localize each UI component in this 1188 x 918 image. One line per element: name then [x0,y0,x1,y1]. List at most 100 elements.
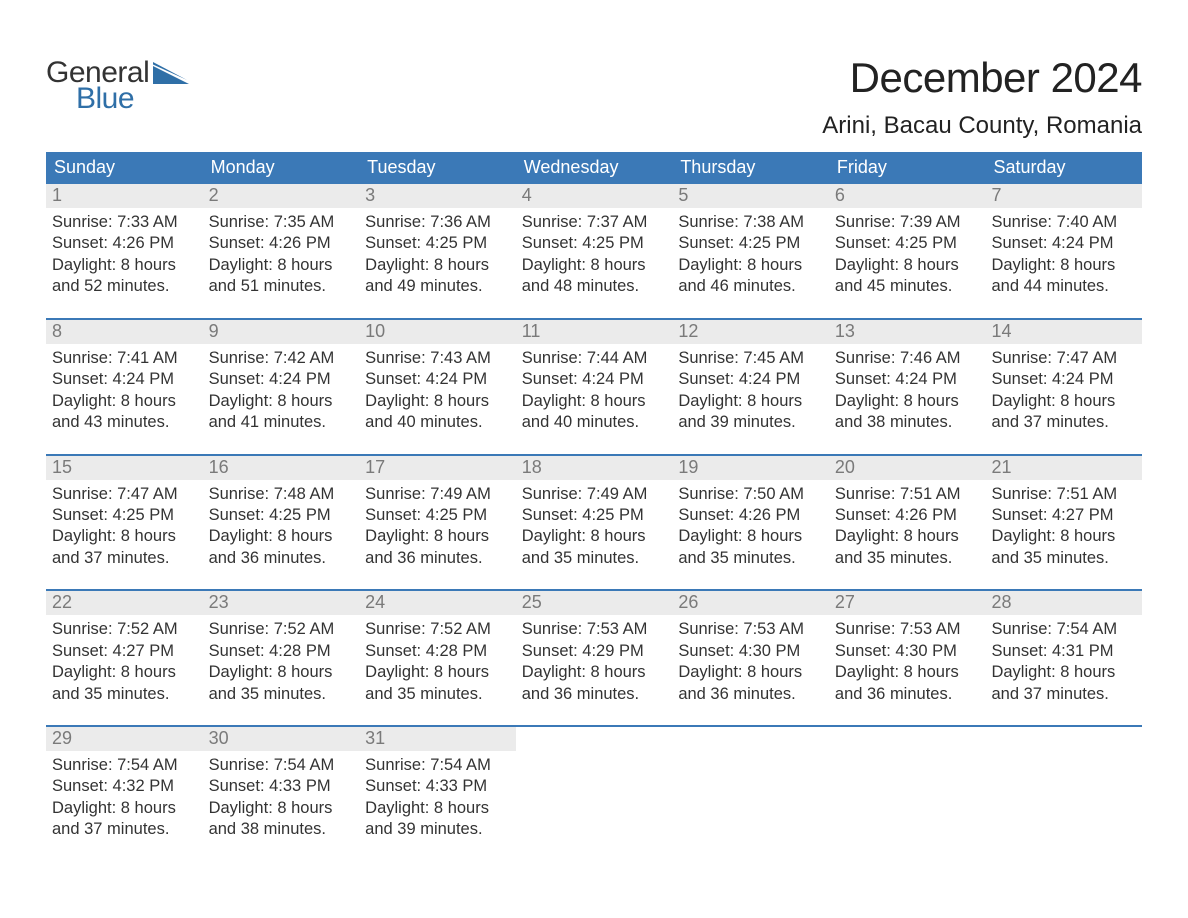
detail-day2: and 37 minutes. [52,819,197,840]
day-details: Sunrise: 7:49 AMSunset: 4:25 PMDaylight:… [516,480,673,570]
week-row: 8Sunrise: 7:41 AMSunset: 4:24 PMDaylight… [46,318,1142,454]
day-number: 31 [359,727,516,751]
day-number [516,727,673,730]
detail-sunset: Sunset: 4:27 PM [52,641,197,662]
calendar-cell: 21Sunrise: 7:51 AMSunset: 4:27 PMDayligh… [985,456,1142,590]
detail-sunset: Sunset: 4:32 PM [52,776,197,797]
detail-day1: Daylight: 8 hours [209,255,354,276]
detail-day1: Daylight: 8 hours [835,391,980,412]
detail-day1: Daylight: 8 hours [209,662,354,683]
detail-sunset: Sunset: 4:25 PM [365,505,510,526]
dow-sunday: Sunday [46,152,203,184]
day-number: 18 [516,456,673,480]
day-details: Sunrise: 7:47 AMSunset: 4:24 PMDaylight:… [985,344,1142,434]
day-details: Sunrise: 7:53 AMSunset: 4:29 PMDaylight:… [516,615,673,705]
calendar-cell: 15Sunrise: 7:47 AMSunset: 4:25 PMDayligh… [46,456,203,590]
calendar-cell: 20Sunrise: 7:51 AMSunset: 4:26 PMDayligh… [829,456,986,590]
detail-day1: Daylight: 8 hours [365,526,510,547]
detail-day1: Daylight: 8 hours [678,526,823,547]
calendar-cell-empty [516,727,673,861]
detail-day2: and 35 minutes. [209,684,354,705]
detail-day2: and 39 minutes. [365,819,510,840]
detail-day2: and 36 minutes. [835,684,980,705]
detail-day2: and 40 minutes. [522,412,667,433]
day-details: Sunrise: 7:41 AMSunset: 4:24 PMDaylight:… [46,344,203,434]
day-number: 25 [516,591,673,615]
day-number: 21 [985,456,1142,480]
detail-sunrise: Sunrise: 7:43 AM [365,348,510,369]
detail-sunrise: Sunrise: 7:53 AM [835,619,980,640]
detail-day1: Daylight: 8 hours [991,526,1136,547]
detail-sunrise: Sunrise: 7:54 AM [52,755,197,776]
detail-sunrise: Sunrise: 7:54 AM [991,619,1136,640]
day-number: 26 [672,591,829,615]
detail-sunset: Sunset: 4:24 PM [678,369,823,390]
detail-day1: Daylight: 8 hours [835,255,980,276]
calendar-cell: 6Sunrise: 7:39 AMSunset: 4:25 PMDaylight… [829,184,986,318]
day-number: 12 [672,320,829,344]
detail-day1: Daylight: 8 hours [522,526,667,547]
detail-sunset: Sunset: 4:25 PM [835,233,980,254]
calendar-cell-empty [829,727,986,861]
detail-sunrise: Sunrise: 7:49 AM [365,484,510,505]
day-details: Sunrise: 7:53 AMSunset: 4:30 PMDaylight:… [672,615,829,705]
detail-day1: Daylight: 8 hours [522,255,667,276]
detail-sunset: Sunset: 4:25 PM [522,505,667,526]
location: Arini, Bacau County, Romania [822,112,1142,140]
week-row: 29Sunrise: 7:54 AMSunset: 4:32 PMDayligh… [46,725,1142,861]
week-row: 22Sunrise: 7:52 AMSunset: 4:27 PMDayligh… [46,589,1142,725]
calendar-cell: 1Sunrise: 7:33 AMSunset: 4:26 PMDaylight… [46,184,203,318]
detail-day2: and 39 minutes. [678,412,823,433]
detail-sunset: Sunset: 4:25 PM [52,505,197,526]
detail-sunset: Sunset: 4:30 PM [678,641,823,662]
detail-sunset: Sunset: 4:33 PM [209,776,354,797]
day-number [829,727,986,730]
detail-day2: and 52 minutes. [52,276,197,297]
detail-day2: and 44 minutes. [991,276,1136,297]
day-number: 4 [516,184,673,208]
day-number: 8 [46,320,203,344]
detail-sunset: Sunset: 4:24 PM [991,233,1136,254]
detail-sunrise: Sunrise: 7:38 AM [678,212,823,233]
page: General Blue December 2024 Arini, Bacau … [0,0,1188,861]
detail-sunset: Sunset: 4:24 PM [522,369,667,390]
detail-day2: and 37 minutes. [52,548,197,569]
day-number: 16 [203,456,360,480]
detail-sunset: Sunset: 4:25 PM [522,233,667,254]
detail-sunrise: Sunrise: 7:35 AM [209,212,354,233]
day-details: Sunrise: 7:54 AMSunset: 4:33 PMDaylight:… [359,751,516,841]
detail-day2: and 45 minutes. [835,276,980,297]
detail-day1: Daylight: 8 hours [52,255,197,276]
dow-monday: Monday [203,152,360,184]
day-details: Sunrise: 7:36 AMSunset: 4:25 PMDaylight:… [359,208,516,298]
detail-sunrise: Sunrise: 7:46 AM [835,348,980,369]
detail-sunset: Sunset: 4:26 PM [209,233,354,254]
detail-day2: and 37 minutes. [991,412,1136,433]
day-details: Sunrise: 7:43 AMSunset: 4:24 PMDaylight:… [359,344,516,434]
detail-day2: and 36 minutes. [678,684,823,705]
day-number: 5 [672,184,829,208]
detail-sunrise: Sunrise: 7:51 AM [991,484,1136,505]
day-details: Sunrise: 7:37 AMSunset: 4:25 PMDaylight:… [516,208,673,298]
detail-day2: and 51 minutes. [209,276,354,297]
detail-sunset: Sunset: 4:26 PM [52,233,197,254]
detail-day1: Daylight: 8 hours [52,798,197,819]
calendar-cell: 8Sunrise: 7:41 AMSunset: 4:24 PMDaylight… [46,320,203,454]
calendar-cell: 30Sunrise: 7:54 AMSunset: 4:33 PMDayligh… [203,727,360,861]
day-details: Sunrise: 7:38 AMSunset: 4:25 PMDaylight:… [672,208,829,298]
detail-day2: and 36 minutes. [365,548,510,569]
detail-day1: Daylight: 8 hours [835,526,980,547]
day-number: 15 [46,456,203,480]
day-details: Sunrise: 7:50 AMSunset: 4:26 PMDaylight:… [672,480,829,570]
detail-day2: and 41 minutes. [209,412,354,433]
calendar-cell: 4Sunrise: 7:37 AMSunset: 4:25 PMDaylight… [516,184,673,318]
detail-sunset: Sunset: 4:24 PM [365,369,510,390]
calendar-cell-empty [672,727,829,861]
detail-sunrise: Sunrise: 7:54 AM [209,755,354,776]
detail-sunset: Sunset: 4:24 PM [835,369,980,390]
detail-day1: Daylight: 8 hours [991,391,1136,412]
day-details: Sunrise: 7:48 AMSunset: 4:25 PMDaylight:… [203,480,360,570]
detail-day1: Daylight: 8 hours [365,255,510,276]
week-row: 1Sunrise: 7:33 AMSunset: 4:26 PMDaylight… [46,184,1142,318]
day-details: Sunrise: 7:46 AMSunset: 4:24 PMDaylight:… [829,344,986,434]
